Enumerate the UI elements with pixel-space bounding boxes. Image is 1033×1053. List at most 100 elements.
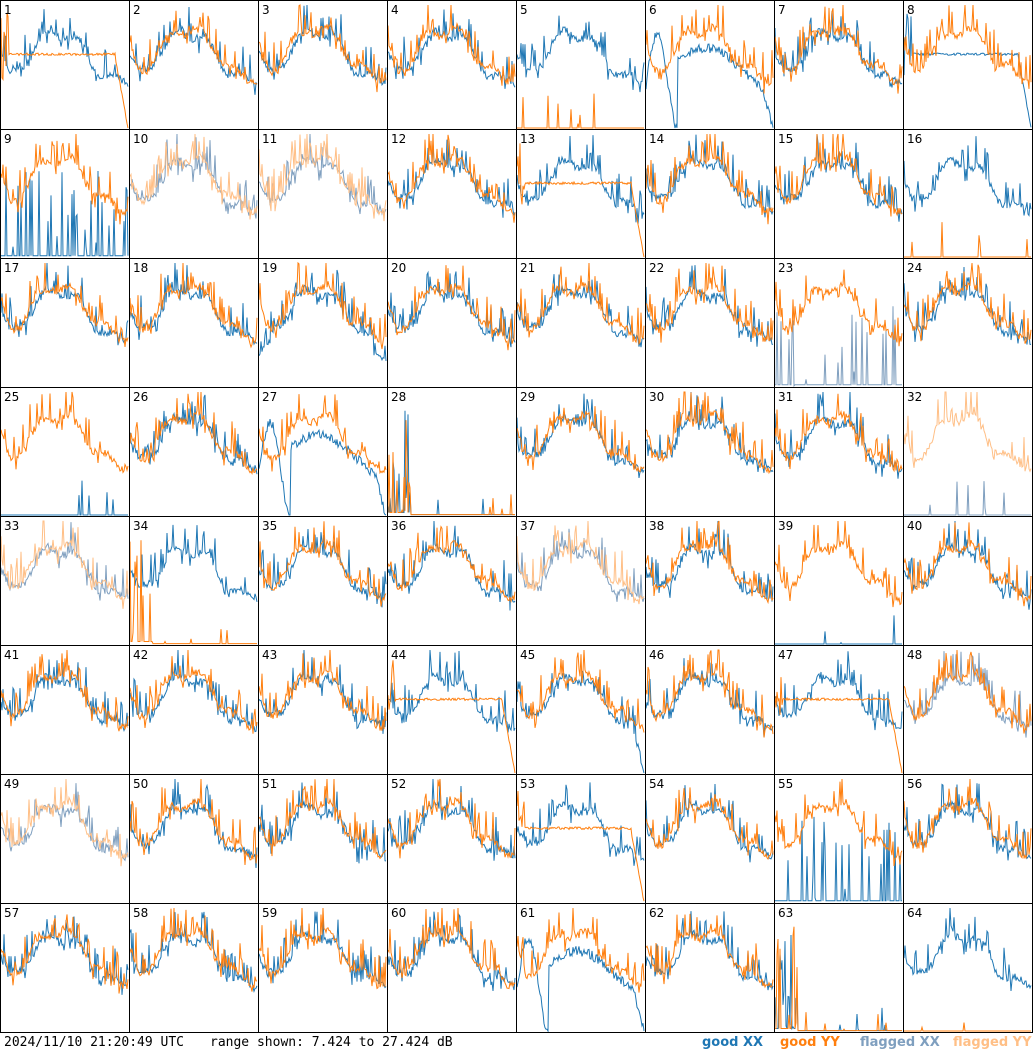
panel-54-xx-line: [645, 783, 774, 863]
panel-1-yy-line: [0, 12, 129, 129]
panel-24-yy-line: [903, 262, 1032, 344]
legend-good-xx: good XX: [702, 1035, 764, 1050]
panel-49-label: 49: [4, 777, 19, 791]
panel-40-xx-line: [903, 520, 1032, 610]
panel-50-xx-line: [129, 778, 258, 869]
panel-40: 40: [903, 516, 1033, 646]
panel-7-xx-line: [774, 10, 903, 88]
panel-53-yy-line: [516, 790, 645, 902]
panel-32-yy-line: [903, 391, 1032, 473]
panel-63: 63: [774, 903, 904, 1033]
panel-6-yy-line: [645, 4, 774, 94]
panel-54: 54: [645, 774, 775, 904]
panel-64-frame: [903, 903, 1033, 1033]
panel-15-label: 15: [778, 132, 793, 146]
panel-20-xx-line: [387, 270, 516, 348]
panel-24: 24: [903, 258, 1033, 388]
panel-63-yy-line: [775, 926, 902, 1032]
panel-48-label: 48: [907, 648, 922, 662]
panel-10-label: 10: [133, 132, 148, 146]
panel-21: 21: [516, 258, 646, 388]
panel-28: 28: [387, 387, 517, 517]
panel-45-label: 45: [520, 648, 535, 662]
panel-30-yy-line: [645, 391, 774, 475]
panel-5-label: 5: [520, 3, 528, 17]
panel-4-xx-line: [387, 9, 516, 89]
panel-31: 31: [774, 387, 904, 517]
panel-10-yy-line: [129, 133, 258, 220]
panel-23: 23: [774, 258, 904, 388]
panel-3-label: 3: [262, 3, 270, 17]
panel-1-label: 1: [4, 3, 12, 17]
panel-33-yy-line: [0, 520, 129, 609]
panel-32: 32: [903, 387, 1033, 517]
panel-49: 49: [0, 774, 130, 904]
panel-53-label: 53: [520, 777, 535, 791]
panel-3: 3: [258, 0, 388, 130]
panel-41-yy-line: [0, 649, 129, 732]
panel-47-yy-line: [774, 677, 903, 774]
panel-35: 35: [258, 516, 388, 646]
panel-40-label: 40: [907, 519, 922, 533]
panel-39-xx-line: [775, 615, 902, 645]
panel-52-label: 52: [391, 777, 406, 791]
panel-61-xx-line: [516, 937, 645, 1033]
panel-62-label: 62: [649, 906, 664, 920]
panel-12-label: 12: [391, 132, 406, 146]
panel-18-label: 18: [133, 261, 148, 275]
panel-8: 8: [903, 0, 1033, 130]
panel-60: 60: [387, 903, 517, 1033]
panel-42: 42: [129, 645, 259, 775]
panel-9: 9: [0, 129, 130, 259]
panel-7: 7: [774, 0, 904, 130]
panel-34-xx-line: [129, 524, 258, 602]
panel-57-label: 57: [4, 906, 19, 920]
panel-35-label: 35: [262, 519, 277, 533]
panel-40-yy-line: [903, 522, 1032, 607]
panel-16-label: 16: [907, 132, 922, 146]
panel-55-xx-line: [775, 816, 902, 902]
panel-50-label: 50: [133, 777, 148, 791]
panel-55-label: 55: [778, 777, 793, 791]
panel-46: 46: [645, 645, 775, 775]
panel-38-xx-line: [645, 520, 774, 602]
panel-4-yy-line: [387, 4, 516, 86]
panel-14-yy-line: [645, 133, 774, 225]
panel-33-xx-line: [0, 522, 129, 601]
panel-36-xx-line: [387, 520, 516, 611]
panel-64: 64: [903, 903, 1033, 1033]
panel-52-yy-line: [387, 778, 516, 859]
panel-53-xx-line: [516, 782, 645, 866]
panel-48: 48: [903, 645, 1033, 775]
panel-45-xx-line: [516, 670, 645, 774]
panel-27: 27: [258, 387, 388, 517]
panel-24-xx-line: [903, 266, 1032, 345]
timestamp: 2024/11/10 21:20:49 UTC: [4, 1035, 185, 1050]
panel-28-yy-line: [387, 420, 515, 516]
panel-39-yy-line: [774, 520, 903, 608]
panel-63-frame: [774, 903, 904, 1033]
panel-39-label: 39: [778, 519, 793, 533]
panel-7-yy-line: [774, 4, 903, 94]
panel-34: 34: [129, 516, 259, 646]
panel-13-yy-line: [516, 143, 645, 258]
panel-7-label: 7: [778, 3, 786, 17]
panel-27-yy-line: [258, 394, 387, 475]
panel-57: 57: [0, 903, 130, 1033]
panel-19-xx-line: [258, 269, 387, 362]
panel-39: 39: [774, 516, 904, 646]
panel-64-label: 64: [907, 906, 922, 920]
panel-37-yy-line: [516, 520, 645, 605]
panel-23-xx-line: [775, 306, 902, 388]
panel-45-yy-line: [517, 649, 645, 733]
panel-10: 10: [129, 129, 259, 259]
panel-48-xx-line: [903, 651, 1032, 738]
panel-47: 47: [774, 645, 904, 775]
panel-64-xx-line: [903, 907, 1032, 992]
panel-27-frame: [258, 387, 388, 517]
panel-2: 2: [129, 0, 259, 130]
panel-38: 38: [645, 516, 775, 646]
panel-8-yy-line: [903, 4, 1032, 89]
panel-20-yy-line: [387, 265, 516, 351]
panel-53: 53: [516, 774, 646, 904]
